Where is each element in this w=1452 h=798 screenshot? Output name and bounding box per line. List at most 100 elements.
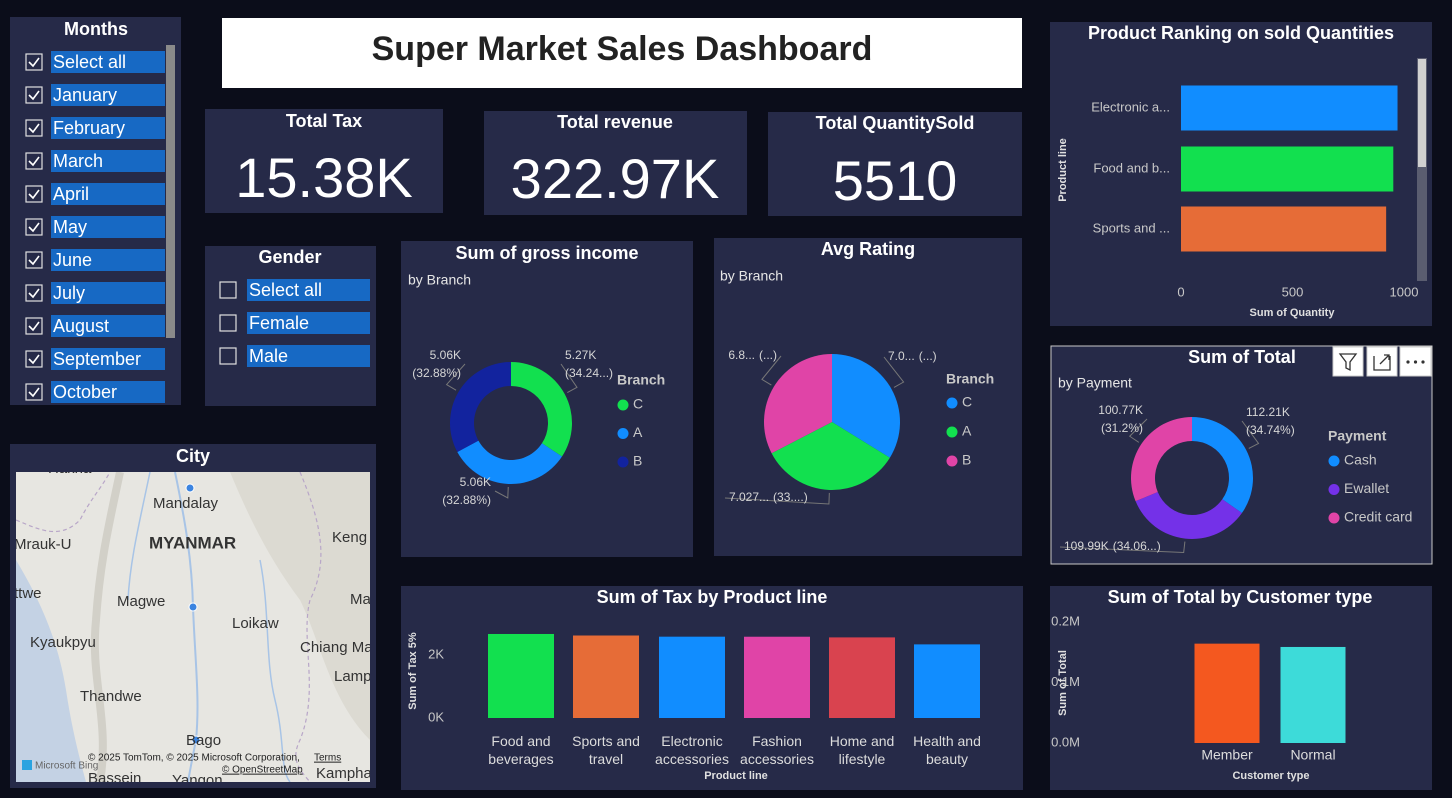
y-tick-label: 0.0M	[1051, 734, 1080, 749]
checkmark	[28, 255, 40, 266]
value-label: 5.06K	[430, 348, 461, 362]
card-panel	[484, 111, 747, 215]
item-highlight	[51, 51, 165, 73]
leader-line	[494, 486, 509, 499]
terrain	[230, 472, 370, 740]
checkbox	[25, 86, 43, 104]
legend-marker	[1328, 512, 1340, 524]
chart-title: Sum of Total	[1188, 347, 1296, 367]
slicer-item[interactable]: August	[25, 315, 165, 337]
value-label: 100.77K	[1098, 403, 1143, 417]
scrollbar[interactable]	[1417, 58, 1427, 281]
y-tick-label: 0K	[428, 709, 444, 724]
bar	[659, 636, 725, 718]
y-tick-label: Food and b...	[1093, 160, 1170, 175]
legend-label: B	[633, 453, 642, 469]
city-marker[interactable]	[185, 483, 195, 493]
river	[259, 559, 291, 782]
y-axis-title: Sum of Tax 5%	[407, 632, 419, 710]
place-label: Bassein	[88, 770, 141, 787]
slicer-item[interactable]: May	[25, 216, 165, 238]
checkbox	[25, 383, 43, 401]
data-label: 5.27K (34.24...)	[565, 348, 613, 380]
checkbox	[25, 350, 43, 368]
y-tick-label: Electronic a...	[1091, 99, 1170, 114]
city-marker[interactable]	[188, 602, 198, 612]
percent-label: (32.88%)	[412, 366, 461, 380]
item-highlight	[51, 249, 165, 271]
value-label: 5.06K	[460, 475, 491, 489]
place-label: ttwe	[14, 585, 42, 602]
filter-button[interactable]	[1332, 346, 1364, 377]
map-terms[interactable]: Terms	[314, 753, 341, 764]
place-label: Thandwe	[80, 688, 142, 705]
legend-title: Branch	[946, 371, 994, 387]
slicer-list: Select all January February March April May Ju…	[25, 51, 165, 403]
x-axis-title: Product line	[704, 770, 768, 782]
x-tick-label: Fashion accessories	[740, 733, 814, 767]
checkbox	[25, 218, 43, 236]
map-osm-link[interactable]: © OpenStreetMap	[222, 765, 303, 776]
place-label: Chiang Ma	[300, 639, 373, 656]
item-label: July	[53, 283, 85, 303]
percent-label: (31.2%)	[1101, 421, 1143, 435]
leader-line	[1128, 418, 1148, 443]
slicer-item[interactable]: June	[25, 249, 165, 271]
item-label: February	[53, 118, 125, 138]
scrollbar-thumb[interactable]	[1418, 59, 1426, 167]
slicer-item[interactable]: Select all	[25, 51, 165, 73]
percent-label: (33....)	[773, 490, 808, 504]
item-label: October	[53, 382, 117, 402]
slice	[457, 440, 562, 485]
checkbox	[25, 152, 43, 170]
data-label: 6.8... (...)	[728, 348, 777, 362]
terrain	[90, 472, 124, 782]
legend-marker	[1328, 455, 1340, 467]
legend-label: A	[633, 424, 643, 440]
slicer-list: Select all Female Male	[219, 279, 370, 367]
legend-label: Credit card	[1344, 509, 1412, 525]
slicer-item[interactable]: January	[25, 84, 165, 106]
checkbox	[25, 284, 43, 302]
checkbox	[219, 314, 237, 332]
slicer-item[interactable]: September	[25, 348, 165, 370]
place-label: Magwe	[117, 593, 165, 610]
legend-marker	[617, 399, 629, 411]
data-label: 5.06K (32.88%)	[442, 475, 491, 507]
place-label: Kyaukpyu	[30, 634, 96, 651]
item-highlight	[247, 312, 370, 334]
slicer-item[interactable]: Male	[219, 345, 370, 367]
chart-title: Product Ranking on sold Quantities	[1088, 23, 1394, 43]
map-logo: Microsoft Bing	[35, 761, 98, 772]
chart-title: Sum of gross income	[455, 243, 638, 263]
checkmark	[28, 189, 40, 200]
x-tick-label: Normal	[1290, 747, 1335, 763]
checkmark	[28, 387, 40, 398]
y-axis-title: Product line	[1057, 138, 1069, 202]
leader-line	[883, 356, 905, 388]
leader-line	[445, 363, 466, 391]
item-label: May	[53, 217, 87, 237]
slice	[832, 354, 900, 458]
months-panel	[10, 17, 181, 405]
percent-label: (34.06...)	[1113, 539, 1161, 553]
slicer-title: Gender	[258, 247, 321, 267]
slicer-item[interactable]: October	[25, 381, 165, 403]
scrollbar[interactable]	[166, 45, 175, 338]
map[interactable]: Hakha Mandalay MYANMAR Mrauk-U Keng ttwe…	[14, 460, 380, 789]
slicer-item[interactable]: February	[25, 117, 165, 139]
x-tick-label: 0	[1177, 284, 1184, 299]
slicer-item[interactable]: July	[25, 282, 165, 304]
place-label: Ma	[350, 591, 371, 608]
slicer-item[interactable]: Select all	[219, 279, 370, 301]
item-label: Female	[249, 313, 309, 333]
slicer-item[interactable]: April	[25, 183, 165, 205]
slicer-item[interactable]: March	[25, 150, 165, 172]
city-marker[interactable]	[191, 735, 201, 745]
visual-toolbar	[1332, 346, 1432, 377]
place-label: Loikaw	[232, 615, 279, 632]
slicer-item[interactable]: Female	[219, 312, 370, 334]
data-label: 5.06K (32.88%)	[412, 348, 461, 380]
x-tick-label: Home and lifestyle	[829, 733, 895, 767]
